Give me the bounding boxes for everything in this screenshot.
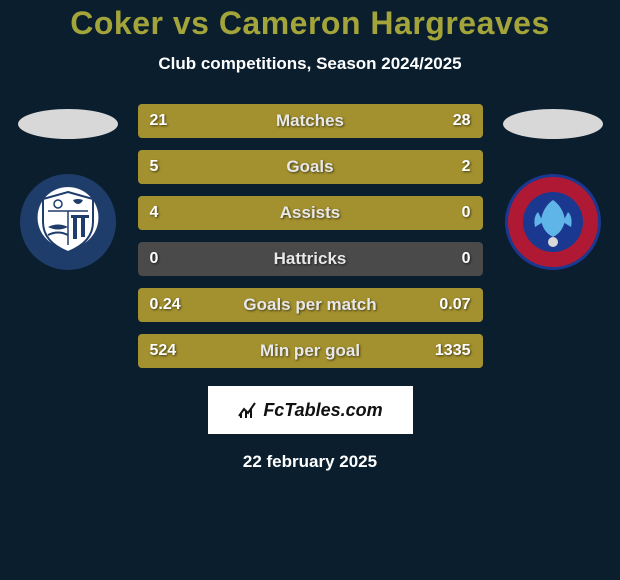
stats-bars: 21 Matches 28 5 Goals 2 4 Assists 0 0 Hattricks 0 0.… bbox=[138, 104, 483, 368]
stat-label: Goals per match bbox=[243, 295, 376, 315]
bar-content: 0.24 Goals per match 0.07 bbox=[138, 288, 483, 322]
bar-content: 21 Matches 28 bbox=[138, 104, 483, 138]
player-photo-placeholder-left bbox=[18, 109, 118, 139]
player-photo-placeholder-right bbox=[503, 109, 603, 139]
date-label: 22 february 2025 bbox=[0, 452, 620, 472]
stat-label: Hattricks bbox=[274, 249, 347, 269]
stat-value-right: 1335 bbox=[435, 342, 471, 360]
bar-content: 0 Hattricks 0 bbox=[138, 242, 483, 276]
stat-value-right: 0 bbox=[441, 204, 471, 222]
left-side bbox=[13, 104, 123, 270]
stat-value-left: 21 bbox=[150, 112, 180, 130]
stat-label: Min per goal bbox=[260, 341, 360, 361]
bar-content: 5 Goals 2 bbox=[138, 150, 483, 184]
stat-value-left: 524 bbox=[150, 342, 180, 360]
stat-value-right: 2 bbox=[441, 158, 471, 176]
stat-bar: 21 Matches 28 bbox=[138, 104, 483, 138]
subtitle: Club competitions, Season 2024/2025 bbox=[0, 54, 620, 74]
shield-icon bbox=[33, 187, 103, 257]
stat-value-right: 0.07 bbox=[439, 296, 470, 314]
branding-text: FcTables.com bbox=[263, 400, 382, 421]
bar-content: 4 Assists 0 bbox=[138, 196, 483, 230]
chart-icon bbox=[237, 400, 257, 420]
page-title: Coker vs Cameron Hargreaves bbox=[0, 5, 620, 42]
stat-value-left: 0.24 bbox=[150, 296, 181, 314]
stat-bar: 4 Assists 0 bbox=[138, 196, 483, 230]
stat-value-right: 0 bbox=[441, 250, 471, 268]
stat-bar: 0.24 Goals per match 0.07 bbox=[138, 288, 483, 322]
main-layout: 21 Matches 28 5 Goals 2 4 Assists 0 0 Hattricks 0 0.… bbox=[0, 104, 620, 368]
stat-label: Goals bbox=[286, 157, 333, 177]
bar-content: 524 Min per goal 1335 bbox=[138, 334, 483, 368]
phoenix-icon bbox=[513, 182, 593, 262]
club-logo-right bbox=[505, 174, 601, 270]
stat-bar: 524 Min per goal 1335 bbox=[138, 334, 483, 368]
stat-label: Assists bbox=[280, 203, 340, 223]
branding-badge: FcTables.com bbox=[208, 386, 413, 434]
stat-value-right: 28 bbox=[441, 112, 471, 130]
stat-bar: 5 Goals 2 bbox=[138, 150, 483, 184]
stat-bar: 0 Hattricks 0 bbox=[138, 242, 483, 276]
stat-label: Matches bbox=[276, 111, 344, 131]
stat-value-left: 4 bbox=[150, 204, 180, 222]
club-logo-left bbox=[20, 174, 116, 270]
stat-value-left: 0 bbox=[150, 250, 180, 268]
right-side bbox=[498, 104, 608, 270]
stat-value-left: 5 bbox=[150, 158, 180, 176]
infographic-container: Coker vs Cameron Hargreaves Club competi… bbox=[0, 0, 620, 472]
